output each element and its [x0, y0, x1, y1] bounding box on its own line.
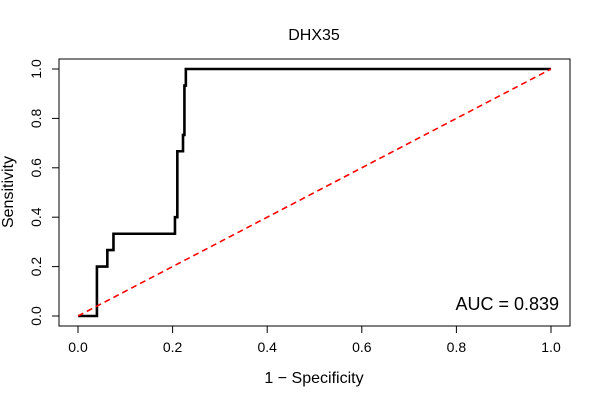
y-tick-label: 0.4: [28, 207, 44, 227]
y-tick-label: 0.2: [28, 257, 44, 277]
x-tick-label: 0.8: [447, 339, 467, 355]
series-layer: [77, 67, 552, 318]
auc-annotation: AUC = 0.839: [455, 294, 559, 314]
x-axis-label: 1 − Specificity: [264, 370, 363, 387]
x-axis: 0.0 0.2 0.4 0.6 0.8 1.0: [68, 325, 561, 355]
x-tick-label: 0.2: [163, 339, 183, 355]
x-tick-label: 0.4: [257, 339, 277, 355]
y-axis-label: Sensitivity: [0, 156, 17, 228]
y-tick-label: 0.6: [28, 158, 44, 178]
roc-curve-line: [78, 67, 551, 318]
y-tick-label: 0.8: [28, 108, 44, 128]
x-tick-label: 0.6: [352, 339, 372, 355]
y-axis: 0.0 0.2 0.4 0.6 0.8 1.0: [28, 59, 60, 326]
reference-diagonal-line: [77, 68, 552, 317]
chart-title: DHX35: [288, 27, 340, 44]
y-tick-label: 1.0: [28, 59, 44, 79]
x-tick-label: 1.0: [541, 339, 561, 355]
y-tick-label: 0.0: [28, 306, 44, 326]
x-tick-label: 0.0: [68, 339, 88, 355]
